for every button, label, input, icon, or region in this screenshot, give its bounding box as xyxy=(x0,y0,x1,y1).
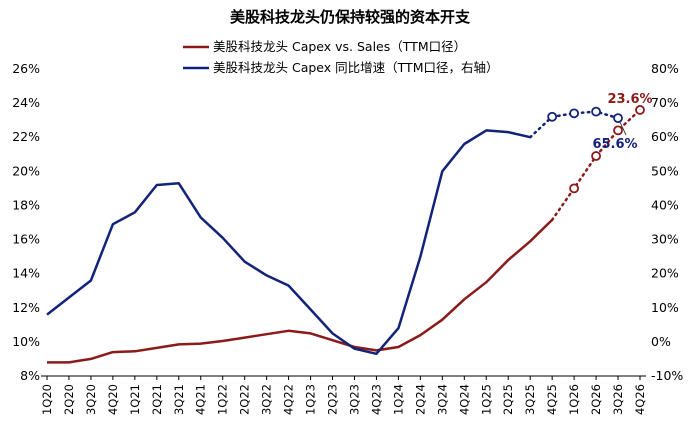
right-tick-label: -10% xyxy=(651,368,683,383)
forecast-point xyxy=(591,106,601,117)
x-tick-label: 3Q20 xyxy=(84,384,98,415)
forecast-point xyxy=(613,113,623,124)
x-tick-label: 3Q21 xyxy=(172,384,186,415)
forecast-point xyxy=(635,105,645,115)
left-tick-label: 26% xyxy=(12,61,40,76)
x-tick-label: 3Q25 xyxy=(523,384,537,415)
legend-label: 美股科技龙头 Capex 同比增速（TTM口径，右轴） xyxy=(213,60,498,75)
series-forecast-line xyxy=(550,108,642,222)
x-tick-label: 4Q22 xyxy=(282,384,296,415)
forecast-point xyxy=(613,125,623,136)
x-tick-label: 2Q25 xyxy=(501,384,515,415)
forecast-point xyxy=(569,108,580,119)
x-tick-label: 2Q21 xyxy=(150,384,164,415)
x-tick-label: 4Q24 xyxy=(457,384,471,415)
x-tick-label: 4Q21 xyxy=(194,384,208,415)
x-tick-label: 4Q25 xyxy=(545,384,559,415)
left-tick-label: 20% xyxy=(12,163,40,178)
x-tick-label: 2Q20 xyxy=(62,384,76,415)
right-tick-label: 80% xyxy=(651,61,679,76)
x-tick-label: 1Q24 xyxy=(391,384,405,415)
left-tick-label: 14% xyxy=(12,266,40,281)
forecast-point xyxy=(569,183,580,194)
right-tick-label: 0% xyxy=(651,334,671,349)
x-tick-label: 2Q26 xyxy=(589,384,603,415)
x-tick-label: 1Q25 xyxy=(479,384,493,415)
legend-label: 美股科技龙头 Capex vs. Sales（TTM口径） xyxy=(213,39,466,54)
end-value-label: 23.6% xyxy=(607,92,652,107)
series-layer xyxy=(46,105,645,364)
left-tick-label: 24% xyxy=(12,95,40,110)
x-tick-label: 2Q23 xyxy=(326,384,340,415)
x-tick-label: 3Q26 xyxy=(611,384,625,415)
x-tick-label: 1Q22 xyxy=(216,384,230,415)
axes: 8% 10% 12% 14% 16% 18% 20% 22% 24% 26% -10% 0% 10% 20… xyxy=(12,61,683,415)
legend: 美股科技龙头 Capex vs. Sales（TTM口径） 美股科技龙头 Cape… xyxy=(183,39,498,75)
left-tick-label: 10% xyxy=(12,334,40,349)
x-tick-label: 2Q24 xyxy=(413,384,427,415)
x-tick-label: 3Q22 xyxy=(260,384,274,415)
left-tick-label: 12% xyxy=(12,300,40,315)
right-tick-label: 50% xyxy=(651,163,679,178)
right-tick-label: 20% xyxy=(651,266,679,281)
left-tick-label: 18% xyxy=(12,197,40,212)
x-tick-label: 1Q21 xyxy=(128,384,142,415)
data-labels: 23.6% 65.6% xyxy=(592,92,652,152)
x-tick-label: 3Q24 xyxy=(435,384,449,415)
right-tick-label: 30% xyxy=(651,232,679,247)
forecast-point xyxy=(547,111,558,122)
right-tick-label: 60% xyxy=(651,129,679,144)
left-tick-label: 16% xyxy=(12,232,40,247)
left-tick-label: 22% xyxy=(12,129,40,144)
right-tick-label: 40% xyxy=(651,197,679,212)
label-leader xyxy=(619,121,627,136)
x-tick-label: 4Q26 xyxy=(633,384,647,415)
forecast-point xyxy=(591,151,601,161)
x-tick-label: 4Q23 xyxy=(369,384,383,415)
right-tick-label: 70% xyxy=(651,95,679,110)
series-line xyxy=(46,129,531,356)
right-tick-label: 10% xyxy=(651,300,679,315)
left-tick-label: 8% xyxy=(20,368,40,383)
x-tick-label: 4Q20 xyxy=(106,384,120,415)
series-forecast-line xyxy=(528,110,620,139)
series-line xyxy=(47,219,553,364)
x-tick-label: 1Q26 xyxy=(567,384,581,415)
x-tick-label: 1Q20 xyxy=(40,384,54,415)
end-value-label: 65.6% xyxy=(592,137,637,152)
x-tick-label: 3Q23 xyxy=(347,384,361,415)
x-tick-label: 2Q22 xyxy=(238,384,252,415)
x-tick-label: 1Q23 xyxy=(304,384,318,415)
chart-title: 美股科技龙头仍保持较强的资本开支 xyxy=(230,8,471,26)
